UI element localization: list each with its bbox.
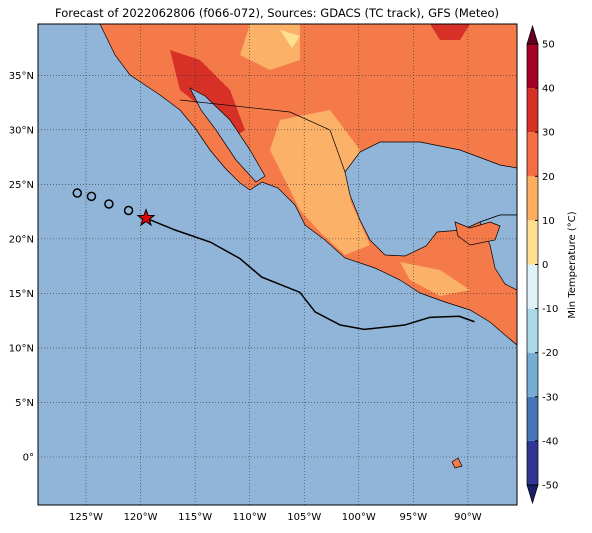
lon-tick-label: 95°W xyxy=(400,512,428,523)
colorbar-band xyxy=(527,264,538,309)
colorbar-tick-label: 10 xyxy=(542,216,555,227)
lon-tick-label: 90°W xyxy=(454,512,482,523)
colorbar-band xyxy=(527,308,538,353)
colorbar-tick-label: 40 xyxy=(542,84,555,95)
colorbar-band xyxy=(527,44,538,89)
lat-tick-label: 30°N xyxy=(9,125,34,136)
colorbar-tick-label: -10 xyxy=(542,304,558,315)
lon-tick-label: 125°W xyxy=(69,512,103,523)
lat-tick-label: 20°N xyxy=(9,234,34,245)
past-position xyxy=(72,188,83,198)
colorbar-band xyxy=(527,440,538,485)
colorbar-label: Min Temperature (°C) xyxy=(567,211,578,318)
colorbar-band xyxy=(527,176,538,221)
lon-tick-label: 110°W xyxy=(233,512,267,523)
colorbar-band xyxy=(527,396,538,441)
past-position xyxy=(86,191,97,202)
current-position xyxy=(136,208,156,227)
colorbar-band xyxy=(527,220,538,265)
past-position xyxy=(104,199,114,209)
colorbar-extend-low xyxy=(526,484,539,505)
colorbar-band xyxy=(527,352,538,397)
colorbar-tick-label: 50 xyxy=(542,40,555,51)
colorbar-tick-label: -20 xyxy=(542,348,558,359)
past-position xyxy=(123,205,134,216)
colorbar-tick-label: -50 xyxy=(542,481,558,492)
lon-tick-label: 100°W xyxy=(342,512,376,523)
colorbar-tick-label: 30 xyxy=(542,128,555,139)
lat-tick-label: 5°N xyxy=(15,398,34,409)
lat-tick-label: 10°N xyxy=(9,343,34,354)
lat-tick-label: 15°N xyxy=(9,289,34,300)
lon-tick-label: 115°W xyxy=(178,512,212,523)
map-title: Forecast of 2022062806 (f066-072), Sourc… xyxy=(55,6,499,20)
colorbar-tick-label: 20 xyxy=(542,172,555,183)
lat-tick-label: 0° xyxy=(23,453,34,464)
colorbar-band xyxy=(527,88,538,133)
colorbar-band xyxy=(527,132,538,177)
colorbar-tick-label: 0 xyxy=(542,260,548,271)
lat-tick-label: 25°N xyxy=(9,180,34,191)
lat-tick-label: 35°N xyxy=(9,71,34,82)
forecast-track xyxy=(145,217,475,331)
colorbar-extend-high xyxy=(526,24,539,45)
lon-tick-label: 105°W xyxy=(287,512,321,523)
map-frame xyxy=(37,23,518,506)
lon-tick-label: 120°W xyxy=(124,512,158,523)
colorbar-tick-label: -40 xyxy=(542,436,558,447)
colorbar-tick-label: -30 xyxy=(542,392,558,403)
